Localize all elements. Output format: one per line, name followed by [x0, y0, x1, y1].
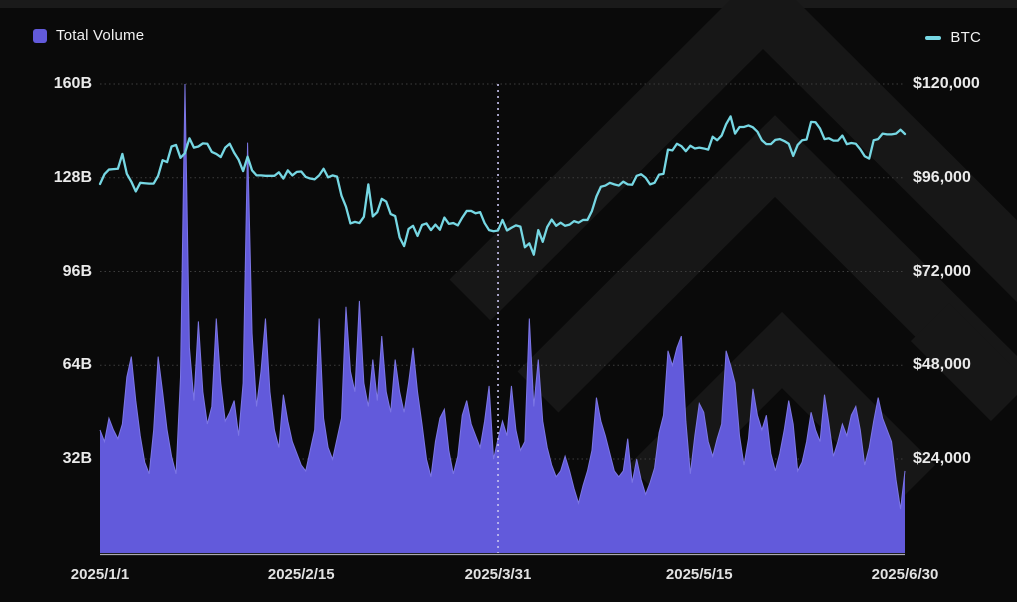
total-volume-swatch — [33, 28, 47, 43]
legend-total-volume[interactable]: Total Volume — [33, 27, 144, 44]
window-top-edge — [0, 0, 1017, 8]
total-volume-legend-label: Total Volume — [56, 27, 145, 44]
btc-legend-label: BTC — [950, 29, 981, 46]
btc-line-swatch — [925, 35, 942, 40]
legend-btc[interactable]: BTC — [925, 29, 981, 46]
total-volume-area — [100, 84, 905, 553]
btc-price-line — [98, 115, 907, 256]
total-volume-area-edge — [99, 83, 906, 510]
